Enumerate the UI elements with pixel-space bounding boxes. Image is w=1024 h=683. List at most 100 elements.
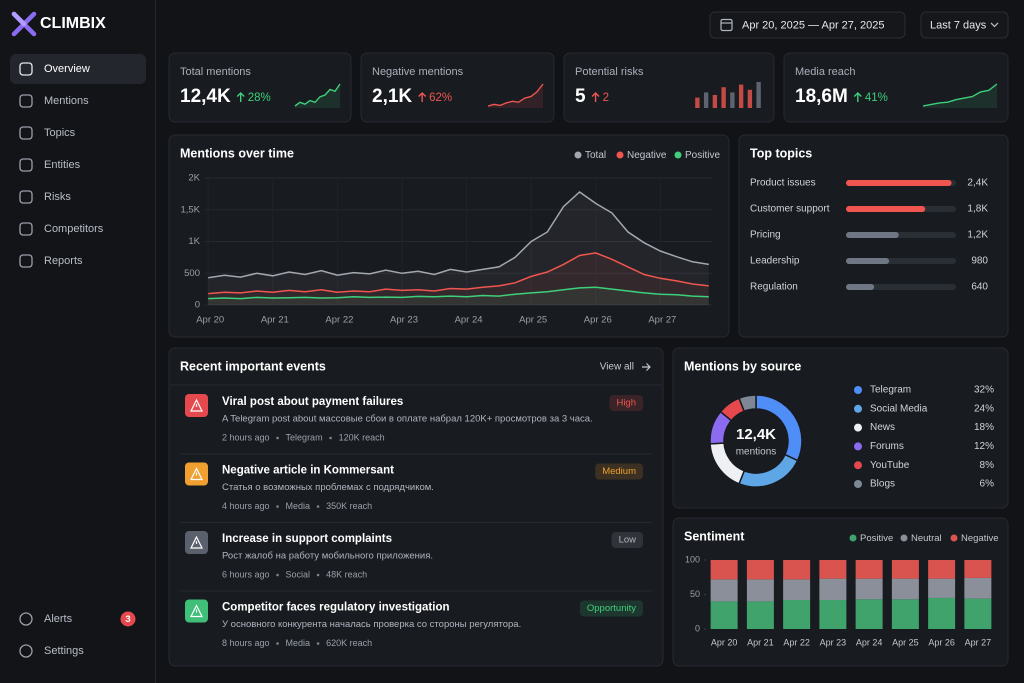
legend-label: Total	[585, 150, 606, 161]
event-description: У основного конкурента началась проверка…	[222, 619, 521, 630]
nav-item[interactable]: Mentions	[44, 95, 89, 107]
nav-item[interactable]: Alerts	[44, 613, 73, 625]
y-tick-label: 0	[195, 300, 200, 311]
bar-segment	[746, 560, 774, 580]
meta-dot	[316, 505, 320, 508]
section-title: Recent important events	[180, 359, 326, 373]
nav-item[interactable]: Topics	[44, 127, 76, 139]
kpi-change: 62%	[429, 92, 452, 104]
meta-dot	[316, 642, 320, 645]
sparkline-area	[923, 84, 997, 108]
legend-dot	[854, 386, 862, 394]
event-description: A Telegram post about массовые сбои в оп…	[222, 414, 593, 425]
series-area	[208, 192, 709, 305]
date-picker[interactable]	[709, 11, 906, 39]
event-description: Статья о возможных проблемах с подрядчик…	[222, 482, 434, 493]
calendar-icon	[720, 18, 733, 32]
bar-segment	[819, 578, 847, 601]
nav-icon	[19, 190, 33, 204]
event-meta: Media	[286, 638, 311, 648]
x-tick-label: Apr 22	[325, 315, 353, 326]
category-label: Product issues	[750, 178, 816, 189]
nav-item[interactable]: Overview	[44, 63, 90, 75]
legend-label: Forums	[870, 441, 904, 452]
nav-icon	[19, 158, 33, 172]
bar-segment	[710, 579, 738, 602]
y-tick-label: 0	[695, 623, 700, 633]
event-meta: 4 hours ago	[222, 501, 270, 511]
meta-dot	[276, 505, 279, 508]
legend-label: Blogs	[870, 479, 895, 490]
category-label: Regulation	[750, 282, 798, 293]
meta-dot	[276, 436, 279, 440]
bar-segment	[710, 601, 738, 629]
x-tick-label: Apr 26	[584, 315, 612, 326]
event-meta: Media	[286, 501, 311, 511]
bar-segment	[855, 560, 883, 579]
chart-title: Top topics	[750, 146, 812, 160]
value-label: 980	[971, 256, 988, 267]
arrow-icon	[642, 363, 651, 371]
brand: CLIMBIX	[40, 15, 106, 32]
bar	[846, 284, 875, 290]
date-range: Apr 20, 2025 — Apr 27, 2025	[742, 19, 885, 31]
trend-arrow	[418, 92, 427, 102]
y-tick-label: 500	[184, 268, 200, 279]
sparkline-area	[488, 84, 543, 108]
donut-label: mentions	[736, 447, 777, 458]
value-label: 32%	[974, 385, 994, 396]
view-all[interactable]: View all	[600, 362, 634, 373]
nav-item[interactable]: Competitors	[44, 223, 104, 235]
x-tick-label: Apr 25	[519, 315, 547, 326]
legend-dot	[854, 442, 862, 451]
nav-item[interactable]: Settings	[44, 645, 84, 657]
legend-label: Positive	[685, 150, 720, 161]
nav-item[interactable]: Entities	[44, 159, 81, 171]
badge-count: 3	[125, 614, 130, 625]
events-card	[168, 347, 664, 667]
bar-segment	[855, 599, 883, 629]
y-tick-label: 1K	[188, 236, 200, 247]
period-select[interactable]	[920, 11, 1009, 39]
bar-segment	[819, 560, 847, 579]
event-description: Рост жалоб на работу мобильного приложен…	[222, 551, 433, 562]
value-label: 1,8K	[967, 204, 988, 215]
series-line	[208, 286, 709, 300]
x-tick-label: Apr 23	[390, 315, 418, 326]
chart-title: Sentiment	[684, 529, 745, 543]
event-meta: 6 hours ago	[222, 569, 270, 579]
legend-label: YouTube	[870, 460, 910, 471]
x-tick-label: Apr 27	[648, 315, 676, 326]
category-label: Leadership	[750, 256, 800, 267]
bar	[846, 232, 899, 238]
series-line	[208, 252, 709, 295]
event-meta: Social	[286, 569, 311, 579]
nav-item[interactable]: Reports	[44, 255, 83, 267]
spark-bar	[730, 92, 735, 108]
bar-segment	[891, 578, 919, 600]
bar-segment	[928, 578, 956, 598]
spark-bar	[756, 82, 761, 108]
priority-badge	[579, 600, 643, 617]
event-title: Negative article in Kommersant	[222, 465, 394, 477]
priority-badge-label: High	[616, 398, 636, 409]
chart-title: Mentions over time	[180, 146, 294, 160]
legend-dot	[674, 151, 682, 159]
bar-segment	[746, 579, 774, 602]
kpi-card	[360, 52, 555, 123]
y-tick-label: 50	[690, 589, 700, 599]
meta-dot	[329, 436, 332, 440]
priority-badge-label: Low	[619, 535, 637, 546]
chevron	[990, 22, 999, 28]
event-meta: 620K reach	[326, 638, 372, 648]
nav-item[interactable]: Risks	[44, 191, 71, 203]
kpi-card	[168, 52, 352, 123]
chart-title: Mentions by source	[684, 359, 801, 373]
legend-dot	[900, 534, 908, 542]
series-line	[208, 191, 709, 279]
bar-segment	[783, 560, 811, 580]
kpi-value: 18,6M	[795, 86, 848, 107]
value-label: 24%	[974, 403, 994, 414]
bar-segment	[819, 600, 847, 629]
